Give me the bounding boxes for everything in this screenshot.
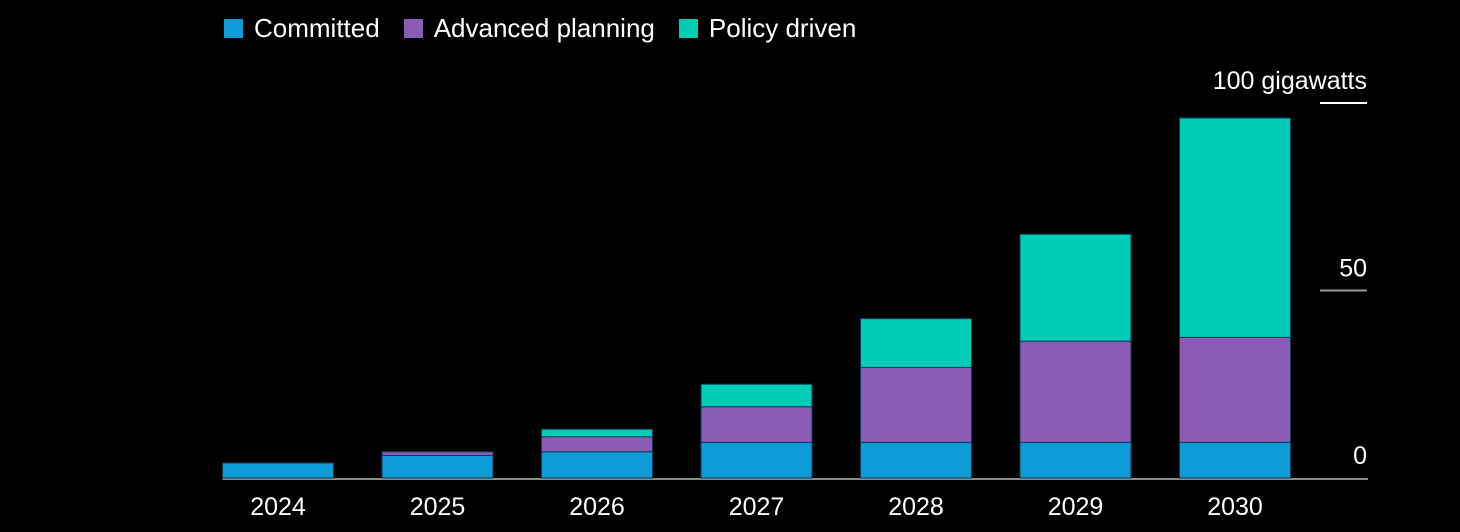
bar-committed-2030 bbox=[1179, 441, 1291, 479]
bar-policy-driven-2030 bbox=[1179, 117, 1291, 338]
legend-item-policy-driven: Policy driven bbox=[678, 12, 857, 44]
x-tick-label-2030: 2030 bbox=[1207, 493, 1263, 521]
legend-swatch-advanced-planning bbox=[403, 18, 423, 38]
legend-label-policy-driven: Policy driven bbox=[708, 12, 857, 43]
x-tick-label-2027: 2027 bbox=[729, 493, 785, 521]
x-tick-label-2024: 2024 bbox=[250, 493, 306, 521]
bar-stack-2028 bbox=[860, 318, 972, 479]
legend-label-committed: Committed bbox=[254, 12, 380, 43]
bar-advanced-planning-2029 bbox=[1019, 340, 1132, 443]
y-tick-label-50: 50 bbox=[1339, 255, 1367, 283]
bar-stack-2027 bbox=[700, 383, 813, 479]
bar-stack-2029 bbox=[1019, 233, 1132, 479]
bar-advanced-planning-2027 bbox=[700, 406, 813, 443]
x-tick-label-2026: 2026 bbox=[569, 493, 625, 521]
y-tick-label-100: 100 gigawatts bbox=[1213, 67, 1367, 95]
legend-label-advanced-planning: Advanced planning bbox=[433, 12, 655, 43]
bar-committed-2028 bbox=[860, 441, 972, 479]
bar-committed-2026 bbox=[541, 451, 653, 479]
bar-stack-2025 bbox=[381, 451, 494, 479]
bar-advanced-planning-2030 bbox=[1179, 336, 1291, 443]
bar-committed-2029 bbox=[1019, 441, 1132, 479]
bar-stack-2030 bbox=[1179, 117, 1291, 479]
x-tick-label-2028: 2028 bbox=[888, 493, 944, 521]
legend-swatch-committed bbox=[224, 18, 243, 38]
x-tick-label-2025: 2025 bbox=[410, 493, 466, 521]
bar-committed-2025 bbox=[381, 455, 494, 479]
y-tick-label-0: 0 bbox=[1353, 442, 1367, 470]
bar-policy-driven-2026 bbox=[541, 428, 653, 438]
legend-item-committed: Committed bbox=[224, 13, 380, 44]
x-tick-label-2029: 2029 bbox=[1048, 493, 1104, 521]
bar-stack-2024 bbox=[222, 462, 334, 479]
bar-advanced-planning-2028 bbox=[860, 366, 972, 443]
legend-item-advanced-planning: Advanced planning bbox=[403, 12, 655, 44]
bar-policy-driven-2028 bbox=[860, 318, 972, 368]
bar-advanced-planning-2026 bbox=[541, 436, 653, 453]
bar-policy-driven-2029 bbox=[1019, 233, 1132, 342]
bar-stack-2026 bbox=[541, 428, 653, 479]
bar-committed-2024 bbox=[222, 462, 334, 479]
bar-policy-driven-2027 bbox=[700, 383, 813, 408]
bar-committed-2027 bbox=[700, 441, 813, 479]
bar-advanced-planning-2025 bbox=[381, 451, 494, 456]
chart-legend: Committed Advanced planning Policy driven bbox=[224, 12, 856, 44]
legend-swatch-policy-driven bbox=[678, 18, 698, 38]
